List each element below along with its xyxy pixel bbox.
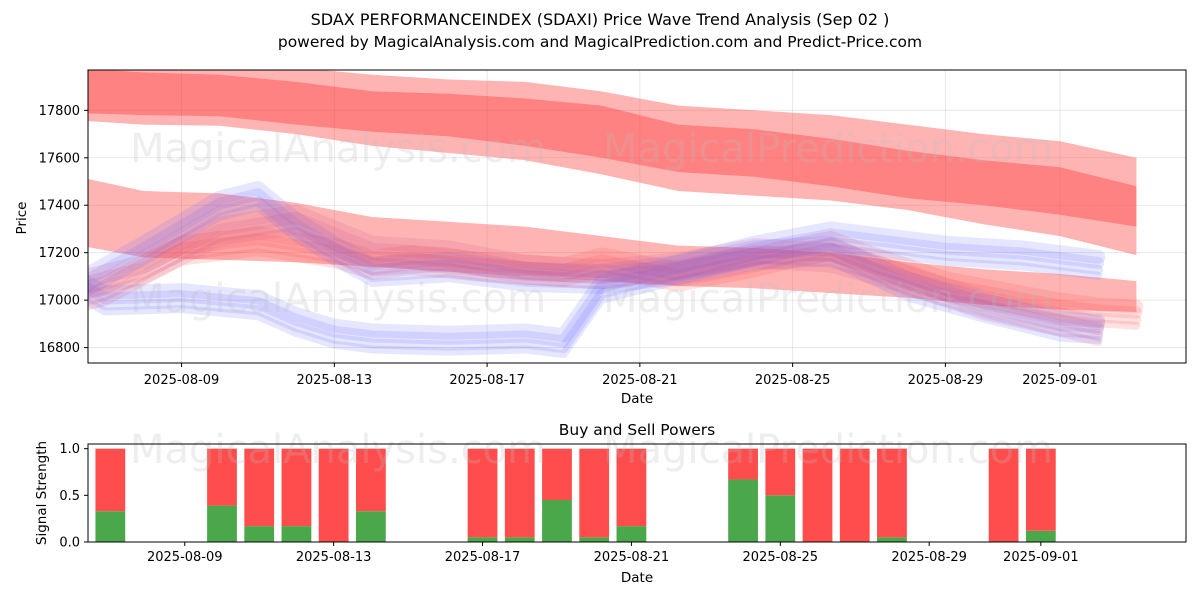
y-tick-label: 17000 — [39, 294, 80, 309]
sell-bar — [244, 448, 275, 527]
buy-bar — [95, 511, 126, 542]
main-axes: 16800 17000 17200 17400 17600 17800 2025-08-09… — [39, 104, 1098, 388]
series-wave-3 — [88, 228, 1105, 348]
sub-y-tick-label: 0.0 — [59, 536, 80, 551]
series-wave-2 — [88, 226, 1144, 314]
buy-bar — [1025, 530, 1056, 542]
sell-bar — [839, 448, 870, 542]
y-tick-label: 17400 — [39, 199, 80, 214]
sub-y-tick-label: 0.5 — [59, 489, 80, 504]
sub-x-tick-label: 2025-08-17 — [445, 550, 521, 565]
sell-bar — [988, 448, 1019, 542]
sell-bar — [355, 448, 386, 512]
price-wave-chart: MagicalAnalysis.com MagicalPrediction.co… — [14, 69, 1187, 407]
sell-bar — [1025, 448, 1056, 531]
x-tick-label: 2025-08-09 — [144, 373, 220, 388]
buy-bar — [765, 495, 796, 542]
sub-x-tick-label: 2025-08-09 — [147, 550, 223, 565]
series-wave-2 — [88, 248, 1141, 330]
series-wave-3 — [88, 243, 1103, 359]
sell-bar — [281, 448, 312, 527]
buy-bar — [728, 479, 758, 542]
sell-bar — [95, 448, 126, 512]
x-tick-label: 2025-08-17 — [449, 373, 525, 388]
series-clip-group — [88, 70, 1144, 359]
watermark-left-top: MagicalAnalysis.com — [130, 126, 546, 172]
y-tick-label: 17600 — [39, 151, 80, 166]
series-band-0 — [88, 70, 1137, 256]
series-wave-5 — [88, 211, 1105, 336]
series-band-core-0 — [88, 70, 1137, 227]
sell-bar — [504, 448, 535, 538]
buy-bar — [616, 526, 647, 542]
x-tick-label: 2025-08-13 — [297, 373, 373, 388]
sub-x-tick-label: 2025-08-25 — [743, 550, 819, 565]
main-x-axis-label: Date — [621, 391, 653, 407]
buy-bar — [542, 500, 572, 542]
chart-subtitle: powered by MagicalAnalysis.com and Magic… — [278, 33, 922, 51]
series-wave-2 — [88, 241, 1142, 325]
series-band-1 — [88, 178, 1137, 312]
watermark-right-bottom: MagicalPrediction.com — [603, 427, 1053, 473]
watermark-right-mid: MagicalPrediction.com — [603, 276, 1053, 322]
sell-bar — [765, 448, 796, 496]
series-wave-3 — [88, 236, 1104, 354]
sub-x-tick-label: 2025-08-29 — [891, 550, 967, 565]
sub-x-axis-label: Date — [621, 570, 653, 586]
y-tick-label: 17800 — [39, 104, 80, 119]
series-wave-4 — [88, 203, 1103, 344]
sell-bar — [877, 448, 907, 538]
watermark-left-bottom: MagicalAnalysis.com — [130, 427, 546, 473]
sub-axes: 0.0 0.5 1.0 2025-08-09 2025-08-13 2025-08-17 2… — [59, 442, 1078, 565]
buy-bar — [504, 537, 535, 542]
main-series-layer — [88, 70, 1144, 359]
sell-bar — [616, 448, 647, 527]
chart-title: SDAX PERFORMANCEINDEX (SDAXI) Price Wave… — [311, 10, 890, 29]
buy-bar — [207, 505, 237, 542]
sell-bar — [207, 448, 237, 506]
buy-bar — [281, 526, 312, 542]
main-y-axis-label: Price — [14, 202, 30, 235]
series-wave-4 — [88, 181, 1106, 328]
series-wave-4 — [88, 188, 1105, 333]
watermark-right-top: MagicalPrediction.com — [603, 126, 1053, 172]
x-tick-label: 2025-09-01 — [1022, 373, 1098, 388]
sell-bar — [802, 448, 833, 542]
x-tick-label: 2025-08-21 — [602, 373, 678, 388]
sub-y-tick-label: 1.0 — [59, 442, 80, 457]
buy-bar — [355, 511, 386, 542]
buy-bar — [877, 537, 907, 542]
sell-bar — [542, 448, 572, 500]
series-wave-2 — [88, 233, 1143, 319]
main-gridlines — [88, 70, 1186, 363]
sub-y-axis-label: Signal Strength — [34, 441, 50, 545]
sell-bar — [728, 448, 758, 480]
buy-bar — [579, 537, 610, 542]
sell-bar — [467, 448, 498, 538]
main-plot-frame — [87, 69, 1187, 364]
buy-sell-title: Buy and Sell Powers — [559, 421, 716, 439]
series-wave-5 — [88, 219, 1104, 342]
y-tick-label: 17200 — [39, 246, 80, 261]
series-wave-3 — [88, 221, 1106, 343]
sub-x-tick-label: 2025-08-21 — [594, 550, 670, 565]
buy-sell-bars — [95, 448, 1056, 542]
sub-x-tick-label: 2025-09-01 — [1003, 550, 1079, 565]
series-wave-5 — [88, 226, 1103, 347]
sell-bar — [579, 448, 610, 538]
y-tick-label: 16800 — [39, 341, 80, 356]
sub-plot-frame — [87, 443, 1187, 543]
series-wave-4 — [88, 196, 1104, 339]
buy-bar — [467, 537, 498, 542]
series-wave-5 — [88, 204, 1106, 331]
buy-bar — [244, 526, 275, 542]
sub-x-tick-label: 2025-08-13 — [296, 550, 372, 565]
x-tick-label: 2025-08-25 — [755, 373, 831, 388]
x-tick-label: 2025-08-29 — [908, 373, 984, 388]
buy-sell-chart: Buy and Sell Powers MagicalAnalysis.com … — [34, 421, 1187, 586]
sell-bar — [318, 448, 349, 542]
watermark-left-mid: MagicalAnalysis.com — [130, 276, 546, 322]
